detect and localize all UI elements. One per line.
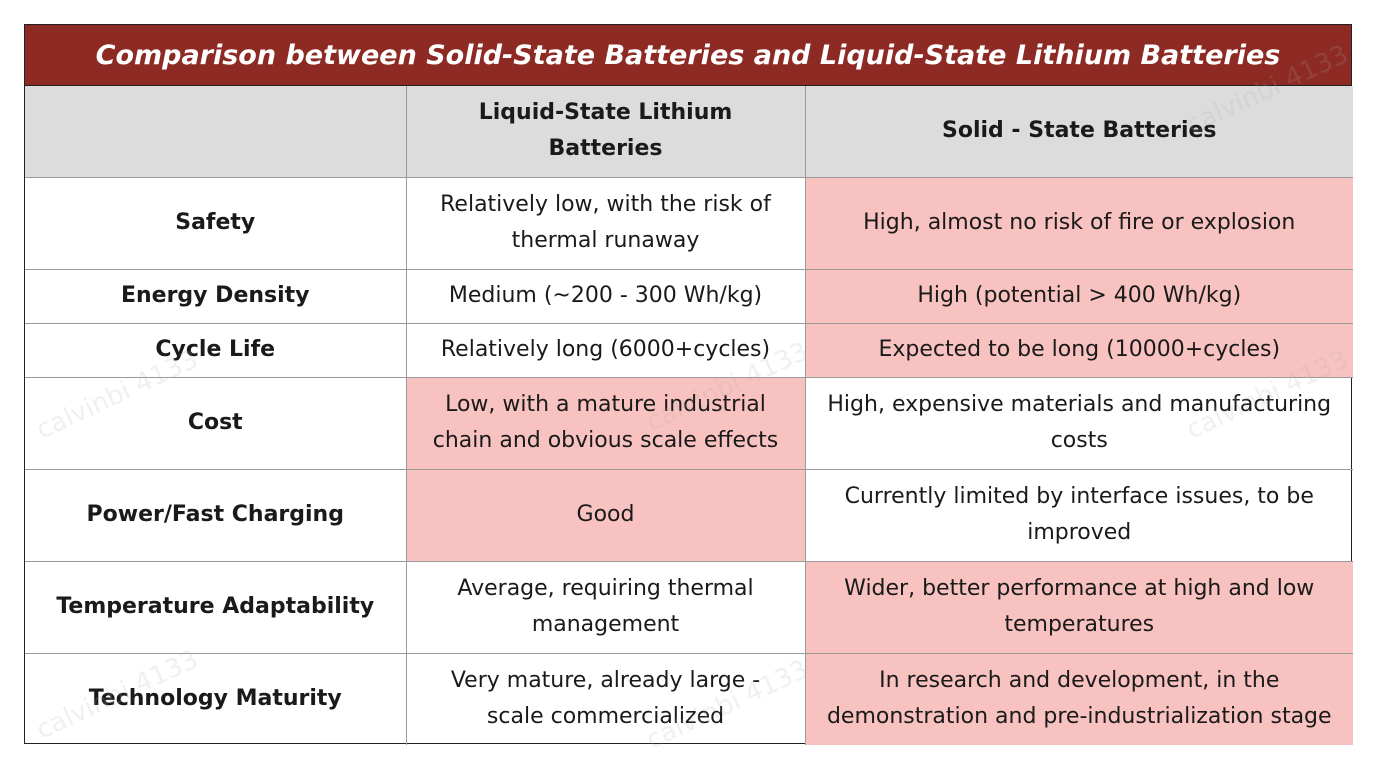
header-row: Liquid-State Lithium Batteries Solid - S… [25,86,1353,178]
cell-solid-power-fast-charging: Currently limited by interface issues, t… [804,468,1353,562]
row-label-technology-maturity: Technology Maturity [25,652,407,745]
row-label-temperature-adaptability: Temperature Adaptability [25,560,407,654]
cell-solid-safety: High, almost no risk of fire or explosio… [804,176,1353,270]
cell-solid-temperature-adaptability: Wider, better performance at high and lo… [804,560,1353,654]
table-row: Energy Density Medium (~200 - 300 Wh/kg)… [25,268,1353,324]
header-liquid: Liquid-State Lithium Batteries [405,86,806,178]
cell-liquid-cycle-life: Relatively long (6000+cycles) [405,322,806,378]
row-label-energy-density: Energy Density [25,268,407,324]
table-row: Technology Maturity Very mature, already… [25,652,1353,745]
table-row: Power/Fast Charging Good Currently limit… [25,468,1353,562]
table-row: Cost Low, with a mature industrial chain… [25,376,1353,470]
row-label-power-fast-charging: Power/Fast Charging [25,468,407,562]
cell-solid-cycle-life: Expected to be long (10000+cycles) [804,322,1353,378]
cell-solid-energy-density: High (potential > 400 Wh/kg) [804,268,1353,324]
cell-liquid-technology-maturity: Very mature, already large - scale comme… [405,652,806,745]
cell-liquid-energy-density: Medium (~200 - 300 Wh/kg) [405,268,806,324]
cell-liquid-temperature-adaptability: Average, requiring thermal management [405,560,806,654]
cell-liquid-safety: Relatively low, with the risk of thermal… [405,176,806,270]
cell-solid-technology-maturity: In research and development, in the demo… [804,652,1353,745]
header-solid: Solid - State Batteries [804,86,1353,178]
row-label-cost: Cost [25,376,407,470]
cell-liquid-cost: Low, with a mature industrial chain and … [405,376,806,470]
cell-solid-cost: High, expensive materials and manufactur… [804,376,1353,470]
table-row: Temperature Adaptability Average, requir… [25,560,1353,654]
header-blank-cell [25,86,407,178]
table-row: Cycle Life Relatively long (6000+cycles)… [25,322,1353,378]
comparison-table-frame: Comparison between Solid-State Batteries… [24,24,1353,745]
cell-liquid-power-fast-charging: Good [405,468,806,562]
row-label-safety: Safety [25,176,407,270]
comparison-table: Liquid-State Lithium Batteries Solid - S… [25,86,1353,745]
row-label-cycle-life: Cycle Life [25,322,407,378]
table-title: Comparison between Solid-State Batteries… [25,25,1351,86]
table-row: Safety Relatively low, with the risk of … [25,176,1353,270]
